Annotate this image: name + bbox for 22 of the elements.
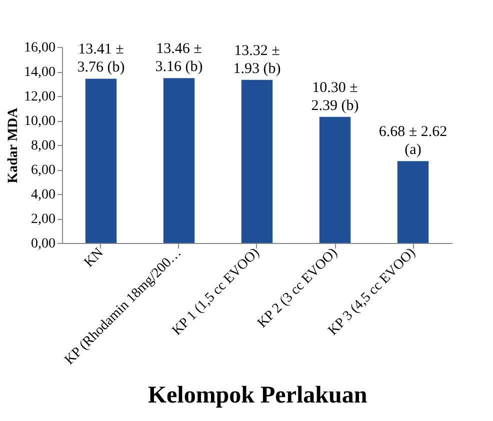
bar — [241, 80, 273, 243]
y-tick-label: 8,00 — [31, 138, 56, 154]
y-tick-label: 16,00 — [24, 40, 56, 56]
data-label: 10.30 ± 2.39 (b) — [311, 80, 359, 114]
y-tick-label: 14,00 — [24, 65, 56, 80]
y-tick-label: 6,00 — [31, 163, 56, 178]
data-label: 13.46 ± 3.16 (b) — [155, 41, 203, 76]
y-tick-label: 12,00 — [24, 90, 56, 104]
x-tick-label: KN — [82, 246, 107, 270]
bar — [319, 116, 351, 243]
bar — [163, 78, 195, 243]
y-tick-label: 4,00 — [31, 188, 56, 202]
x-axis-title: Kelompok Perlakuan — [148, 382, 368, 409]
y-tick-label: 0,00 — [31, 236, 56, 252]
data-label: 13.32 ± 1.93 (b) — [233, 42, 281, 77]
y-tick-label: 2,00 — [31, 212, 56, 227]
y-axis-title: Kadar MDA — [6, 106, 21, 184]
bar — [85, 78, 117, 243]
y-tick-label: 10,00 — [24, 114, 56, 129]
bar — [397, 161, 429, 243]
data-label: 6.68 ± 2.62 (a) — [378, 124, 448, 158]
data-label: 13.41 ± 3.76 (b) — [77, 42, 125, 76]
